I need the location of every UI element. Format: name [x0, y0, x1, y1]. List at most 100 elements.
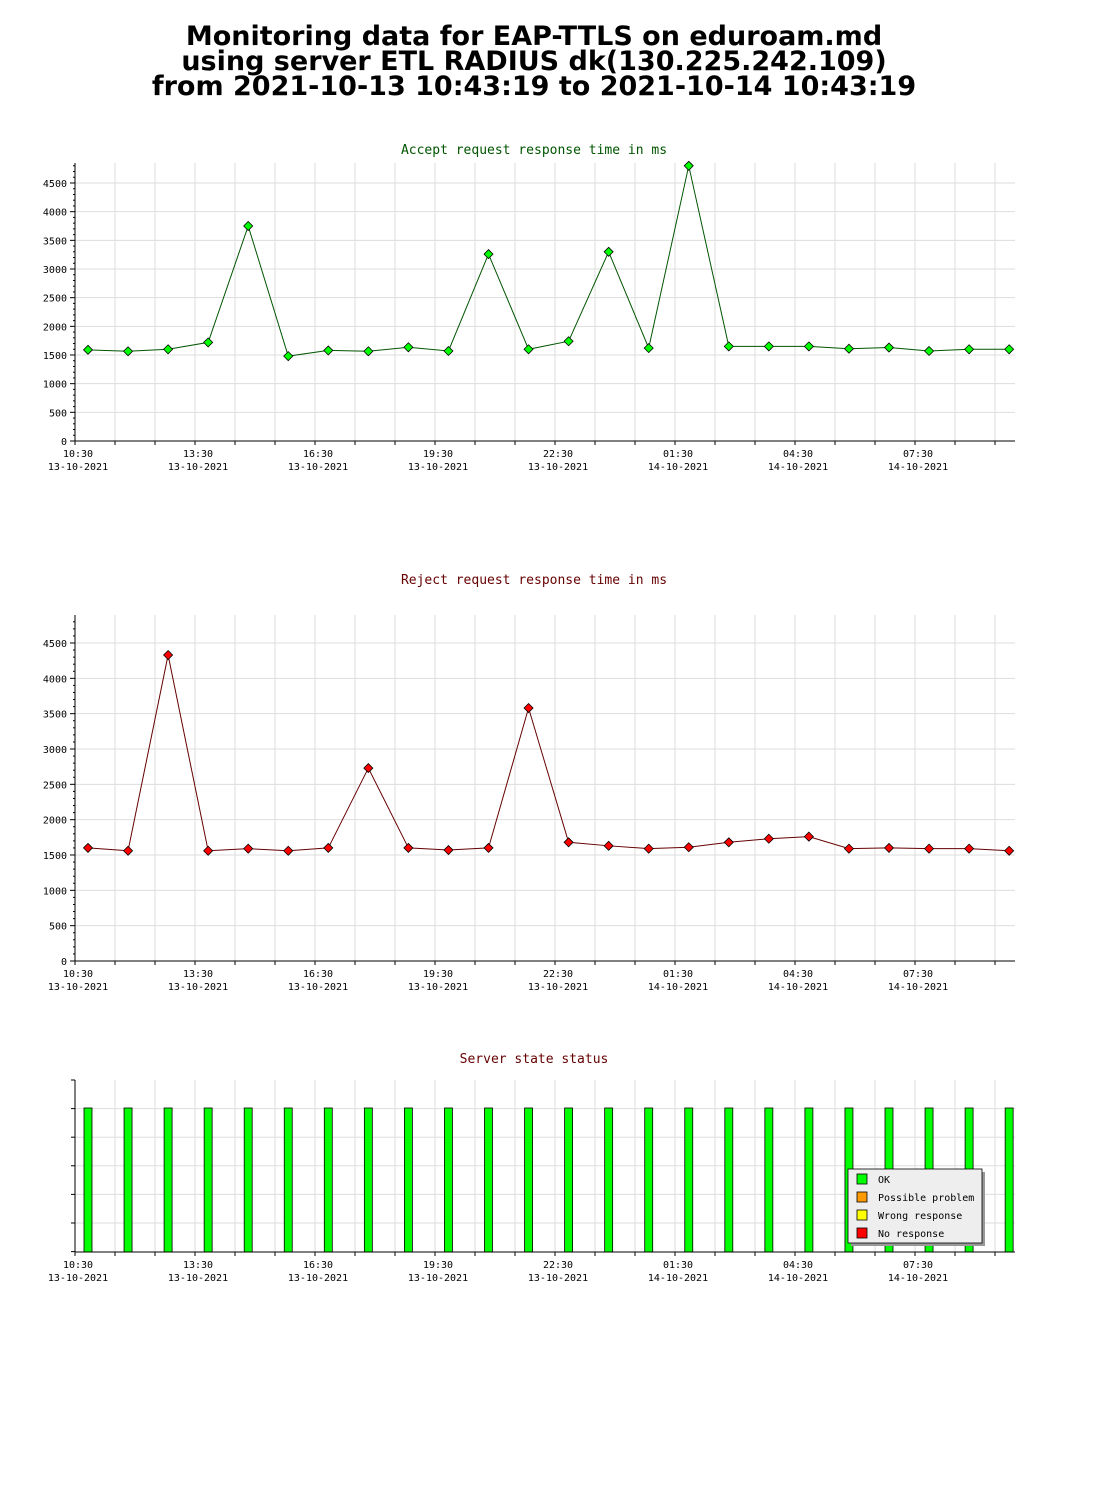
x-tick-label-time: 01:30	[663, 449, 693, 460]
page-title-line-1: Monitoring data for EAP-TTLS on eduroam.…	[185, 21, 883, 52]
chart-title: Reject request response time in ms	[401, 573, 667, 588]
status-bar	[684, 1107, 694, 1253]
x-tick-label-time: 19:30	[423, 1260, 453, 1271]
x-tick-label-time: 04:30	[783, 1260, 813, 1271]
legend-label: No response	[878, 1229, 944, 1240]
legend-swatch	[856, 1173, 868, 1185]
accept-response-chart: Accept request response time in ms 0 500 10…	[43, 143, 1015, 473]
x-tick-label-time: 16:30	[303, 1260, 333, 1271]
data-point	[964, 344, 975, 355]
y-tick-label: 500	[49, 408, 67, 419]
data-point	[683, 842, 694, 853]
data-point	[723, 341, 734, 352]
x-tick-label-time: 16:30	[303, 969, 333, 980]
status-bar	[644, 1107, 654, 1253]
status-bar	[243, 1107, 253, 1253]
y-tick-label: 3000	[43, 745, 67, 756]
data-point	[163, 344, 174, 355]
x-tick-label-time: 10:30	[63, 449, 93, 460]
x-tick-label-time: 13:30	[183, 449, 213, 460]
x-tick-label-time: 07:30	[903, 969, 933, 980]
data-point	[923, 345, 935, 357]
data-point	[923, 843, 935, 854]
y-tick-label: 1500	[43, 851, 67, 862]
x-tick-label-time: 04:30	[783, 969, 813, 980]
status-bar	[403, 1107, 413, 1253]
x-tick-label-date: 13-10-2021	[288, 982, 348, 993]
status-bar	[564, 1107, 573, 1253]
data-point	[283, 351, 294, 362]
data-point	[643, 843, 654, 854]
x-tick-label-date: 13-10-2021	[528, 462, 588, 473]
x-tick-label-date: 14-10-2021	[648, 1273, 708, 1284]
data-point	[883, 842, 895, 853]
x-tick-label-date: 14-10-2021	[768, 462, 828, 473]
y-tick-label: 4000	[43, 674, 67, 685]
data-point	[563, 837, 574, 848]
y-tick-label: 3000	[43, 265, 67, 276]
y-tick-label: 2500	[43, 294, 67, 305]
data-point	[363, 346, 374, 357]
x-tick-label-time: 13:30	[183, 969, 213, 980]
data-point	[563, 336, 574, 347]
legend-swatch	[856, 1191, 868, 1203]
data-point	[843, 843, 855, 854]
data-point	[763, 833, 774, 844]
legend-swatch	[856, 1227, 868, 1239]
y-tick-label: 4000	[43, 208, 67, 219]
status-bar	[804, 1107, 814, 1253]
data-point	[483, 249, 494, 260]
x-tick-label-date: 13-10-2021	[168, 462, 228, 473]
status-bar	[283, 1107, 293, 1253]
x-tick-label-date: 14-10-2021	[768, 1273, 828, 1284]
status-bar	[163, 1107, 173, 1253]
data-point	[643, 343, 654, 354]
status-bar	[524, 1107, 533, 1253]
data-point	[683, 160, 694, 171]
x-tick-label-date: 13-10-2021	[288, 1273, 348, 1284]
server-status-chart: Server state status 10:30 13-10-2021 13:30 1…	[48, 1052, 1015, 1284]
chart-title: Accept request response time in ms	[401, 143, 667, 158]
data-point	[603, 246, 614, 257]
x-tick-label-date: 13-10-2021	[168, 1273, 228, 1284]
y-tick-label: 3500	[43, 710, 67, 721]
data-point	[243, 220, 254, 232]
x-tick-label-time: 16:30	[303, 449, 333, 460]
y-tick-label: 1000	[43, 886, 67, 897]
data-point	[203, 337, 214, 348]
y-tick-label: 3500	[43, 236, 67, 247]
status-bar	[203, 1107, 213, 1253]
y-tick-label: 1000	[43, 380, 67, 391]
x-tick-label-time: 01:30	[663, 969, 693, 980]
page-title-line-2: using server ETL RADIUS dk(130.225.242.1…	[181, 46, 887, 77]
y-tick-label: 0	[61, 437, 67, 448]
status-bar	[363, 1107, 373, 1253]
status-bar	[724, 1107, 734, 1253]
status-bar	[604, 1107, 614, 1253]
data-point	[403, 842, 414, 853]
x-tick-label-date: 13-10-2021	[48, 982, 108, 993]
x-tick-label-date: 13-10-2021	[168, 982, 228, 993]
data-point	[122, 346, 134, 357]
data-point	[803, 341, 814, 352]
data-point	[1004, 845, 1015, 856]
x-tick-label-date: 14-10-2021	[888, 462, 948, 473]
data-point	[163, 649, 174, 661]
status-bar	[444, 1107, 453, 1253]
data-point	[283, 845, 294, 856]
data-point	[763, 341, 774, 352]
data-point	[203, 845, 214, 856]
y-tick-label: 0	[61, 957, 67, 968]
data-point	[883, 342, 895, 353]
series-line	[87, 654, 1010, 852]
status-bar	[764, 1107, 774, 1253]
x-tick-label-date: 13-10-2021	[408, 462, 468, 473]
x-tick-label-date: 13-10-2021	[48, 1273, 108, 1284]
x-tick-label-time: 19:30	[423, 969, 453, 980]
status-bar	[83, 1107, 93, 1253]
data-point	[443, 345, 454, 357]
data-point	[82, 842, 94, 853]
x-tick-label-date: 14-10-2021	[888, 1273, 948, 1284]
x-tick-label-time: 01:30	[663, 1260, 693, 1271]
x-tick-label-date: 13-10-2021	[288, 462, 348, 473]
